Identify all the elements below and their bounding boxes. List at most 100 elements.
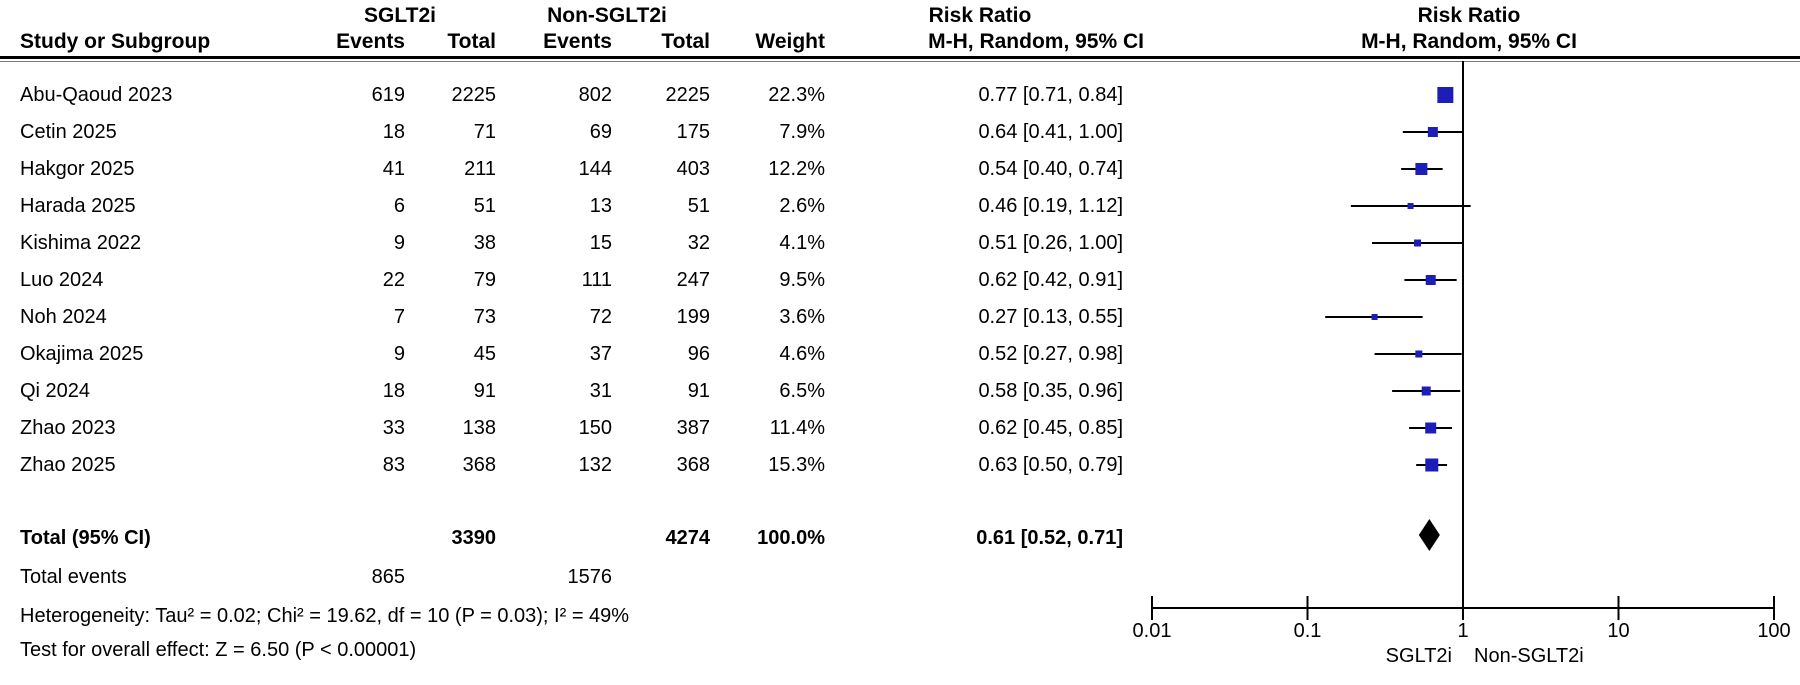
total-group2: 247	[676, 269, 710, 291]
pooled-diamond	[1418, 519, 1440, 551]
study-row: Cetin 2025 18 71 69 175 7.9% 0.64 [0.41, 1.00]	[0, 118, 1130, 146]
effect-square	[1407, 203, 1414, 209]
study-name: Cetin 2025	[20, 121, 117, 143]
weight-value: 3.6%	[779, 306, 825, 328]
effect-square	[1421, 386, 1431, 396]
effect-square	[1425, 458, 1439, 472]
total-group2: 32	[687, 232, 710, 254]
total1-column-header: Total	[447, 30, 496, 53]
study-row: Qi 2024 18 91 31 91 6.5% 0.58 [0.35, 0.96]	[0, 377, 1130, 405]
events1-column-header: Events	[336, 30, 405, 53]
total-group1: 79	[473, 269, 496, 291]
effect-square	[1414, 239, 1422, 247]
effect-square	[1371, 314, 1378, 320]
group1-header: SGLT2i	[364, 4, 436, 27]
weight-value: 7.9%	[779, 121, 825, 143]
total-group1: 51	[473, 195, 496, 217]
risk-ratio-value: 0.52 [0.27, 0.98]	[978, 343, 1123, 365]
events-group1: 41	[382, 158, 405, 180]
total-label: Total (95% CI)	[20, 527, 151, 549]
weight-column-header: Weight	[755, 30, 825, 53]
events-group1: 33	[382, 417, 405, 439]
total-group1: 368	[462, 454, 496, 476]
study-column-header: Study or Subgroup	[20, 30, 211, 53]
mh-plot-column-header: M-H, Random, 95% CI	[1361, 30, 1577, 53]
effect-square	[1437, 87, 1454, 103]
study-name: Okajima 2025	[20, 343, 144, 365]
effect-square	[1427, 127, 1438, 137]
events-group1: 6	[393, 195, 405, 217]
mh-text-column-header: M-H, Random, 95% CI	[928, 30, 1144, 53]
events-group2: 37	[589, 343, 612, 365]
events-group2: 144	[578, 158, 612, 180]
weight-value: 9.5%	[779, 269, 825, 291]
total-group2: 175	[676, 121, 710, 143]
weight-value: 4.1%	[779, 232, 825, 254]
events-group2: 111	[581, 269, 612, 291]
total-events-group1: 865	[371, 566, 405, 588]
study-row: Okajima 2025 9 45 37 96 4.6% 0.52 [0.27, 0.98]	[0, 340, 1130, 368]
total-events-label: Total events	[20, 566, 127, 588]
events-group1: 18	[382, 380, 405, 402]
weight-value: 12.2%	[768, 158, 825, 180]
study-name: Abu-Qaoud 2023	[20, 84, 173, 106]
weight-value: 11.4%	[769, 417, 825, 439]
events-group2: 15	[589, 232, 612, 254]
risk-ratio-value: 0.51 [0.26, 1.00]	[978, 232, 1123, 254]
total-group2: 199	[676, 306, 710, 328]
study-name: Harada 2025	[20, 195, 136, 217]
study-row: Hakgor 2025 41 211 144 403 12.2% 0.54 [0.40, 0…	[0, 155, 1130, 183]
total-group2: 368	[676, 454, 710, 476]
study-row: Zhao 2025 83 368 132 368 15.3% 0.63 [0.50, 0.7…	[0, 451, 1130, 479]
study-row: Harada 2025 6 51 13 51 2.6% 0.46 [0.19, 1.12]	[0, 192, 1130, 220]
total-n-group1: 3390	[451, 527, 497, 549]
total-group1: 38	[473, 232, 496, 254]
total-group2: 387	[676, 417, 710, 439]
effect-square	[1425, 422, 1437, 434]
weight-value: 22.3%	[768, 84, 825, 106]
events2-column-header: Events	[543, 30, 612, 53]
study-row: Zhao 2023 33 138 150 387 11.4% 0.62 [0.45, 0.8…	[0, 414, 1130, 442]
group2-header: Non-SGLT2i	[547, 4, 667, 27]
total-events-row: Total events 865 1576	[0, 563, 1130, 591]
total-group2: 403	[676, 158, 710, 180]
weight-value: 15.3%	[768, 454, 825, 476]
favors-right-label: Non-SGLT2i	[1474, 645, 1584, 667]
header-divider-shadow-line	[0, 61, 1800, 62]
events-group1: 9	[393, 232, 405, 254]
overall-effect-test: Test for overall effect: Z = 6.50 (P < 0…	[20, 639, 417, 661]
events-group1: 7	[393, 306, 405, 328]
study-row: Abu-Qaoud 2023 619 2225 802 2225 22.3% 0.77 [0…	[0, 81, 1130, 109]
total-events-group2: 1576	[567, 566, 613, 588]
heterogeneity-stats: Heterogeneity: Tau² = 0.02; Chi² = 19.62…	[20, 605, 630, 627]
total-weight: 100.0%	[757, 527, 825, 549]
total-risk-ratio: 0.61 [0.52, 0.71]	[976, 527, 1123, 549]
total-group1: 2225	[451, 84, 497, 106]
risk-ratio-value: 0.64 [0.41, 1.00]	[978, 121, 1123, 143]
total-group2: 96	[687, 343, 710, 365]
axis-tick-label: 10	[1607, 620, 1630, 642]
study-row: Kishima 2022 9 38 15 32 4.1% 0.51 [0.26, 1.00]	[0, 229, 1130, 257]
risk-ratio-value: 0.54 [0.40, 0.74]	[978, 158, 1123, 180]
events-group1: 83	[382, 454, 405, 476]
weight-value: 6.5%	[779, 380, 825, 402]
events-group2: 132	[578, 454, 612, 476]
total-group1: 45	[473, 343, 496, 365]
study-name: Noh 2024	[20, 306, 107, 328]
events-group2: 13	[589, 195, 612, 217]
events-group1: 619	[371, 84, 405, 106]
study-name: Qi 2024	[20, 380, 91, 402]
events-group1: 18	[382, 121, 405, 143]
events-group2: 72	[589, 306, 612, 328]
risk-ratio-value: 0.62 [0.42, 0.91]	[978, 269, 1123, 291]
effect-square	[1415, 163, 1428, 175]
study-row: Noh 2024 7 73 72 199 3.6% 0.27 [0.13, 0.55]	[0, 303, 1130, 331]
study-name: Zhao 2023	[20, 417, 116, 439]
total-group1: 211	[464, 158, 496, 180]
weight-value: 4.6%	[779, 343, 825, 365]
effect-square	[1415, 350, 1423, 358]
events-group2: 69	[589, 121, 612, 143]
risk-ratio-text-header: Risk Ratio	[928, 4, 1032, 27]
total-group1: 91	[473, 380, 496, 402]
